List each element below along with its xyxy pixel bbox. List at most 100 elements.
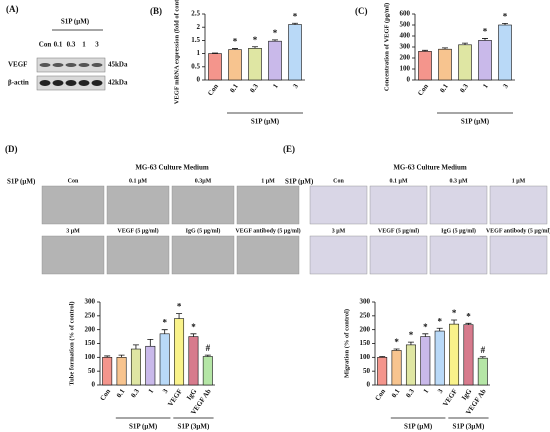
micrograph [429, 235, 488, 275]
significance-mark: * [483, 26, 488, 36]
error-bar [161, 329, 168, 334]
image-label: 1 μM [261, 178, 275, 184]
y-tick-label: 300 [400, 43, 411, 51]
panel-label: (C) [355, 6, 368, 16]
significance-mark: * [253, 35, 258, 45]
bar [159, 333, 170, 386]
y-tick-label: 300 [360, 298, 371, 306]
error-bar [462, 42, 468, 45]
row-label: S1P (μM) [285, 178, 314, 186]
panel-label: (A) [6, 4, 19, 14]
bar [418, 51, 432, 81]
significance-mark: * [162, 318, 167, 328]
error-bar [451, 319, 458, 325]
y-tick-label: 100 [360, 353, 371, 361]
y-tick-label: 200 [85, 325, 96, 333]
row-label: β-actin [8, 79, 29, 87]
blot-band [91, 63, 103, 67]
error-bar [292, 22, 298, 25]
y-tick-label: 0.5 [191, 62, 200, 70]
micrograph [236, 185, 300, 225]
y-tick-label: 150 [85, 339, 96, 347]
blot-band [52, 80, 64, 86]
significance-mark: * [409, 330, 414, 340]
blot-band [39, 63, 51, 67]
x-tick-label: 1 [422, 387, 431, 395]
blot-band [39, 80, 51, 86]
panel-label: (E) [283, 144, 295, 154]
row-size: 42kDa [108, 79, 128, 87]
bar [420, 336, 431, 386]
y-tick-label: 150 [360, 339, 371, 347]
x-tick-label: 0.3 [404, 387, 416, 399]
y-tick-label: 2 [197, 23, 201, 31]
x-tick-label: 0.3 [248, 82, 260, 94]
micrograph [236, 235, 300, 275]
image-label: 3 μM [332, 228, 346, 234]
x-tick-label: Con [373, 387, 387, 402]
image-label: 0.1 μM [389, 178, 407, 184]
blot-band [78, 80, 90, 86]
bar [434, 330, 445, 386]
y-axis-label: VEGF mRNA expression (fold of control) [173, 0, 180, 104]
bar [188, 336, 199, 386]
y-tick-label: 200 [360, 325, 371, 333]
micrograph [489, 235, 548, 275]
blot-band [65, 63, 77, 67]
bar [405, 344, 416, 386]
bar [438, 48, 452, 81]
x-tick-label: 3 [436, 387, 445, 395]
group-label: S1P (3μM) [178, 423, 210, 431]
group-label: S1P (μM) [461, 118, 490, 126]
error-bar [132, 344, 139, 350]
x-tick-label: VEGF [441, 387, 459, 408]
bar [116, 357, 127, 386]
bar [458, 44, 472, 81]
micrograph [106, 235, 170, 275]
y-axis-label: Concentration of VEGF (pg/ml) [383, 3, 390, 91]
y-axis-label: Tube formation (% of control) [68, 301, 75, 385]
image-label: IgG (5 μg/ml) [186, 227, 221, 234]
error-bar [502, 22, 508, 25]
bar [498, 24, 512, 81]
x-tick-label: 1 [481, 82, 490, 90]
micrograph [369, 185, 428, 225]
micrograph [309, 185, 368, 225]
significance-mark: * [466, 311, 471, 321]
y-tick-label: 500 [400, 21, 411, 29]
error-bar [422, 333, 429, 337]
row-label: VEGF [8, 61, 27, 69]
significance-mark: # [206, 343, 211, 353]
x-tick-label: 3 [291, 82, 300, 90]
treatment-label: S1P (μM) [61, 18, 90, 26]
error-bar [482, 38, 488, 41]
error-bar [442, 47, 448, 50]
significance-mark: * [437, 316, 442, 326]
bar [202, 356, 213, 386]
micrograph [106, 185, 170, 225]
blot-band [91, 80, 103, 86]
image-label: 0.1 μM [129, 178, 147, 184]
image-label: VEGF (5 μg/ml) [378, 227, 419, 234]
lane-label: 1 [82, 41, 86, 49]
error-bar [104, 355, 111, 358]
x-tick-label: 0.3 [129, 387, 141, 399]
bar [288, 24, 302, 81]
x-tick-label: Con [98, 387, 112, 402]
significance-mark: * [293, 11, 298, 21]
x-tick-label: 1 [147, 387, 156, 395]
error-bar [393, 348, 400, 351]
image-label: 3 μM [66, 228, 80, 234]
micrograph [369, 235, 428, 275]
significance-mark: # [481, 345, 486, 355]
blot-band [52, 63, 64, 67]
lane-label: Con [39, 41, 52, 49]
y-tick-label: 300 [85, 298, 96, 306]
significance-mark: * [233, 37, 238, 47]
bar [208, 53, 222, 81]
error-bar [422, 49, 428, 52]
x-tick-label: 0.1 [228, 82, 240, 94]
error-bar [176, 313, 183, 319]
lane-label: 0.1 [54, 41, 63, 49]
